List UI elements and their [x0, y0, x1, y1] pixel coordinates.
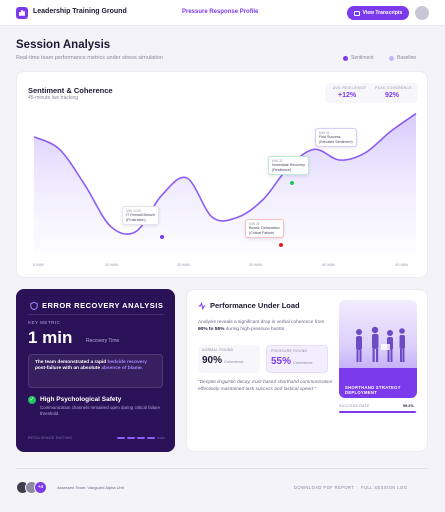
sentiment-chart	[33, 112, 417, 253]
view-transcripts-label: View Transcripts	[362, 10, 403, 16]
sentiment-line	[33, 112, 417, 235]
stat-value-peak-coherence: 92%	[385, 92, 400, 99]
pressure-round-box: PRESSURE ROUND 55% Coherence	[266, 345, 328, 373]
performance-quote: "Despite linguistic decay, trust-based s…	[198, 380, 333, 392]
key-metric-label: KEY METRIC	[28, 320, 61, 325]
annotation-immediate-recovery[interactable]: MIN 32 Immediate Recovery (Resilience)	[268, 156, 309, 176]
legend-baseline: Baseline	[389, 55, 416, 61]
legend-sentiment: Sentiment	[343, 55, 374, 61]
download-pdf-link[interactable]: DOWNLOAD PDF REPORT	[294, 485, 355, 490]
illustration-band	[339, 368, 417, 398]
shield-icon	[30, 301, 38, 310]
performance-title: Performance Under Load	[198, 301, 300, 310]
divider	[28, 314, 164, 315]
success-rate-fill	[339, 411, 417, 413]
user-avatar[interactable]	[415, 6, 429, 20]
safety-text: Communication channels remained open dur…	[40, 405, 161, 416]
rating-bar	[147, 437, 155, 439]
annotation-marker[interactable]	[290, 181, 294, 185]
error-recovery-card	[16, 289, 175, 452]
x-tick: 40 MIN	[322, 262, 335, 267]
rating-bar	[157, 437, 165, 439]
app-logo-icon	[16, 7, 28, 19]
performance-text: Analysis reveals a significant drop in v…	[198, 320, 325, 332]
assessed-team: Assessed Team: Vanguard Alpha Unit	[57, 485, 124, 490]
annotation-marker[interactable]	[279, 243, 283, 247]
team-people-icon	[356, 326, 405, 362]
annotation-first-success[interactable]: MIN 41 First Success (Elevated Sentiment…	[315, 128, 357, 148]
chart-title: Sentiment & Coherence	[28, 86, 113, 95]
stat-label-avg-resilience: AVG RESILIENCE	[333, 86, 367, 90]
legend-dot-icon	[389, 55, 394, 61]
success-rate-value: 99.2%	[403, 404, 414, 408]
check-icon: ✓	[28, 396, 36, 404]
recovery-summary: The team demonstrated a rapid bedside re…	[28, 354, 163, 388]
illustration-title: SHORTHAND STRATEGY DEPLOYMENT	[345, 385, 401, 395]
full-session-log-link[interactable]: FULL SESSION LOG	[361, 485, 408, 490]
rating-bar	[137, 437, 145, 439]
page-title: Session Analysis	[16, 39, 111, 51]
key-metric-value: 1 min	[28, 328, 73, 347]
sentiment-area	[34, 113, 416, 253]
x-tick: 0 MIN	[33, 262, 44, 267]
resilience-rating-bars	[117, 437, 165, 439]
x-tick: 20 MIN	[177, 262, 190, 267]
nav-pressure-response-profile[interactable]: Pressure Response Profile	[182, 9, 259, 15]
rating-bar	[127, 437, 135, 439]
key-metric-unit: Recovery Time	[86, 338, 120, 344]
app-title: Leadership Training Ground	[33, 8, 127, 15]
annotation-marker[interactable]	[160, 235, 164, 239]
normal-round-box: NORMAL ROUND 90% Coherence	[198, 345, 260, 373]
transcript-icon	[353, 10, 360, 16]
legend-dot-icon	[343, 55, 348, 61]
stat-value-avg-resilience: +12%	[338, 92, 357, 99]
annotation-critical-failure[interactable]: MIN 26 Boxed: Defamation (Critical Failu…	[245, 219, 284, 239]
chart-subtitle: 45-minute live tracking	[28, 95, 79, 101]
chart-stats-panel	[325, 83, 418, 103]
error-recovery-title: ERROR RECOVERY ANALYSIS	[30, 301, 163, 310]
activity-icon	[198, 301, 206, 310]
rating-bar	[117, 437, 125, 439]
stat-label-peak-coherence: PEAK COHERENCE	[375, 86, 412, 90]
safety-title: High Psychological Safety	[40, 396, 122, 403]
annotation-firewall-breach[interactable]: MIN 14:20 IT Firewall Breach (Frustratio…	[122, 206, 159, 226]
x-tick: 30 MIN	[249, 262, 262, 267]
footer-divider	[16, 468, 428, 469]
team-more-count[interactable]: +4	[34, 481, 47, 494]
resilience-rating-label: RESILIENCE RATING	[28, 436, 73, 440]
x-tick: 10 MIN	[105, 262, 118, 267]
page-subtitle: Real-time team performance metrics under…	[16, 55, 164, 61]
success-rate-label: SUCCESS RATE	[339, 404, 370, 408]
view-transcripts-button[interactable]: View Transcripts	[347, 6, 409, 20]
x-tick: 40 MIN	[395, 262, 408, 267]
